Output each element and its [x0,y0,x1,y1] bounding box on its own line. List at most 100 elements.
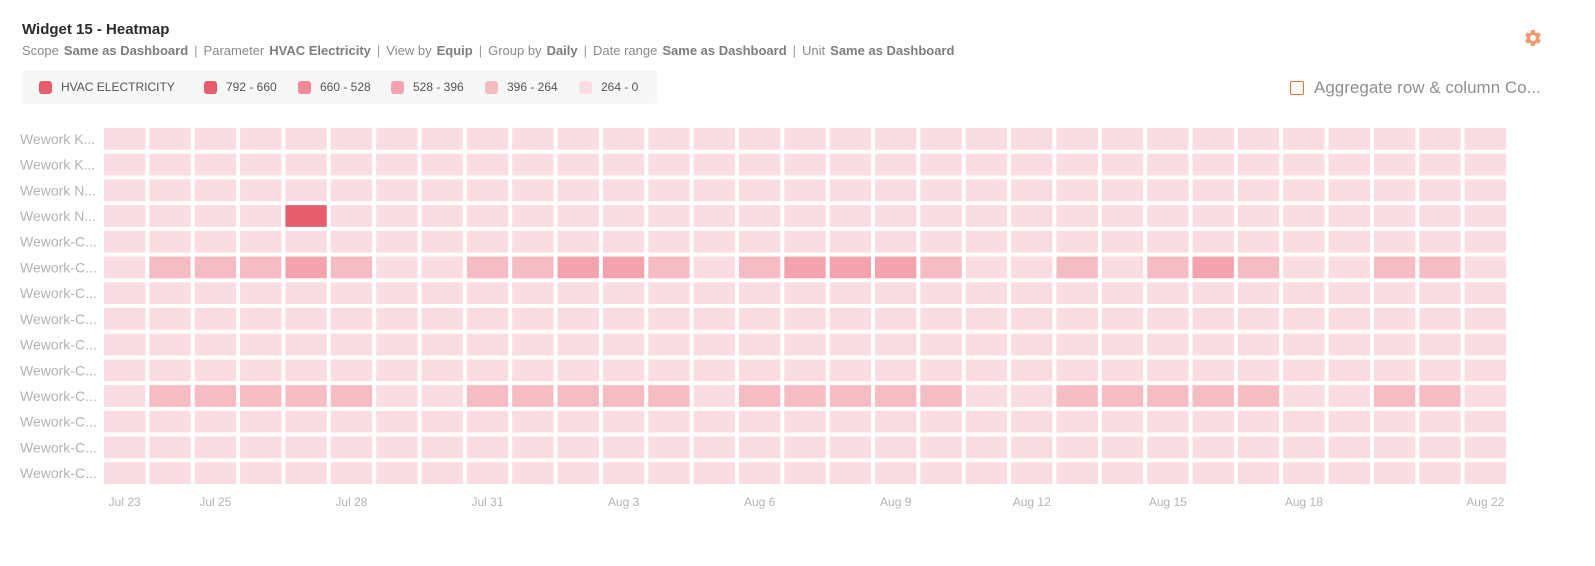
heatmap-cell[interactable] [1147,153,1189,176]
heatmap-cell[interactable] [1147,282,1189,304]
heatmap-cell[interactable] [920,128,962,150]
heatmap-cell[interactable] [1237,333,1280,356]
heatmap-cell[interactable] [1192,256,1234,279]
heatmap-cell[interactable] [1464,359,1506,382]
heatmap-cell[interactable] [466,385,509,407]
heatmap-cell[interactable] [466,282,509,304]
heatmap-cell[interactable] [602,333,645,356]
heatmap-cell[interactable] [1011,128,1053,150]
heatmap-cell[interactable] [784,282,826,304]
heatmap-cell[interactable] [784,462,826,484]
heatmap-cell[interactable] [512,436,554,459]
heatmap-cell[interactable] [1056,230,1098,253]
heatmap-cell[interactable] [421,333,463,356]
heatmap-cell[interactable] [1192,230,1234,253]
heatmap-cell[interactable] [376,333,418,356]
heatmap-cell[interactable] [240,256,282,279]
heatmap-cell[interactable] [1056,308,1098,330]
heatmap-cell[interactable] [557,179,599,202]
heatmap-cell[interactable] [512,256,554,279]
heatmap-cell[interactable] [738,436,781,459]
heatmap-cell[interactable] [602,282,645,304]
heatmap-cell[interactable] [557,410,599,433]
heatmap-cell[interactable] [784,410,826,433]
heatmap-cell[interactable] [1056,436,1098,459]
heatmap-cell[interactable] [1011,333,1053,356]
heatmap-cell[interactable] [965,462,1008,484]
heatmap-cell[interactable] [285,230,327,253]
heatmap-cell[interactable] [104,359,146,382]
heatmap-cell[interactable] [1419,385,1461,407]
heatmap-cell[interactable] [466,308,509,330]
heatmap-cell[interactable] [330,230,373,253]
heatmap-cell[interactable] [693,128,735,150]
heatmap-cell[interactable] [240,436,282,459]
heatmap-cell[interactable] [829,308,872,330]
heatmap-cell[interactable] [194,128,237,150]
heatmap-cell[interactable] [1056,462,1098,484]
heatmap-cell[interactable] [104,462,146,484]
heatmap-cell[interactable] [1011,436,1053,459]
heatmap-cell[interactable] [194,308,237,330]
heatmap-cell[interactable] [466,205,509,227]
heatmap-cell[interactable] [512,153,554,176]
heatmap-cell[interactable] [376,282,418,304]
heatmap-cell[interactable] [1237,308,1280,330]
heatmap-cell[interactable] [829,153,872,176]
heatmap-cell[interactable] [1056,179,1098,202]
heatmap-cell[interactable] [149,308,191,330]
heatmap-cell[interactable] [693,410,735,433]
heatmap-cell[interactable] [149,256,191,279]
heatmap-cell[interactable] [194,385,237,407]
heatmap-cell[interactable] [738,179,781,202]
heatmap-cell[interactable] [557,308,599,330]
heatmap-cell[interactable] [965,385,1008,407]
heatmap-cell[interactable] [1464,179,1506,202]
heatmap-cell[interactable] [376,153,418,176]
heatmap-cell[interactable] [875,436,917,459]
heatmap-cell[interactable] [1283,410,1325,433]
heatmap-cell[interactable] [1419,462,1461,484]
heatmap-cell[interactable] [920,436,962,459]
heatmap-cell[interactable] [376,308,418,330]
heatmap-cell[interactable] [512,462,554,484]
heatmap-cell[interactable] [194,205,237,227]
heatmap-cell[interactable] [1328,256,1370,279]
heatmap-cell[interactable] [648,308,690,330]
heatmap-cell[interactable] [738,308,781,330]
heatmap-cell[interactable] [1464,333,1506,356]
heatmap-cell[interactable] [1283,436,1325,459]
heatmap-cell[interactable] [602,462,645,484]
heatmap-cell[interactable] [648,153,690,176]
heatmap-cell[interactable] [149,462,191,484]
heatmap-cell[interactable] [693,308,735,330]
heatmap-cell[interactable] [376,462,418,484]
heatmap-cell[interactable] [693,282,735,304]
heatmap-cell[interactable] [784,308,826,330]
heatmap-cell[interactable] [557,153,599,176]
heatmap-cell[interactable] [784,205,826,227]
heatmap-cell[interactable] [285,462,327,484]
heatmap-cell[interactable] [648,282,690,304]
heatmap-cell[interactable] [104,205,146,227]
heatmap-cell[interactable] [784,333,826,356]
heatmap-cell[interactable] [512,410,554,433]
heatmap-cell[interactable] [1237,205,1280,227]
heatmap-cell[interactable] [512,205,554,227]
heatmap-cell[interactable] [421,410,463,433]
heatmap-cell[interactable] [1237,256,1280,279]
heatmap-cell[interactable] [376,385,418,407]
heatmap-cell[interactable] [1373,385,1416,407]
heatmap-cell[interactable] [602,308,645,330]
heatmap-cell[interactable] [376,179,418,202]
heatmap-cell[interactable] [330,333,373,356]
heatmap-cell[interactable] [104,256,146,279]
heatmap-cell[interactable] [330,205,373,227]
heatmap-cell[interactable] [648,333,690,356]
heatmap-cell[interactable] [965,282,1008,304]
heatmap-cell[interactable] [602,359,645,382]
heatmap-cell[interactable] [285,128,327,150]
heatmap-cell[interactable] [194,256,237,279]
heatmap-cell[interactable] [466,410,509,433]
heatmap-cell[interactable] [1328,153,1370,176]
